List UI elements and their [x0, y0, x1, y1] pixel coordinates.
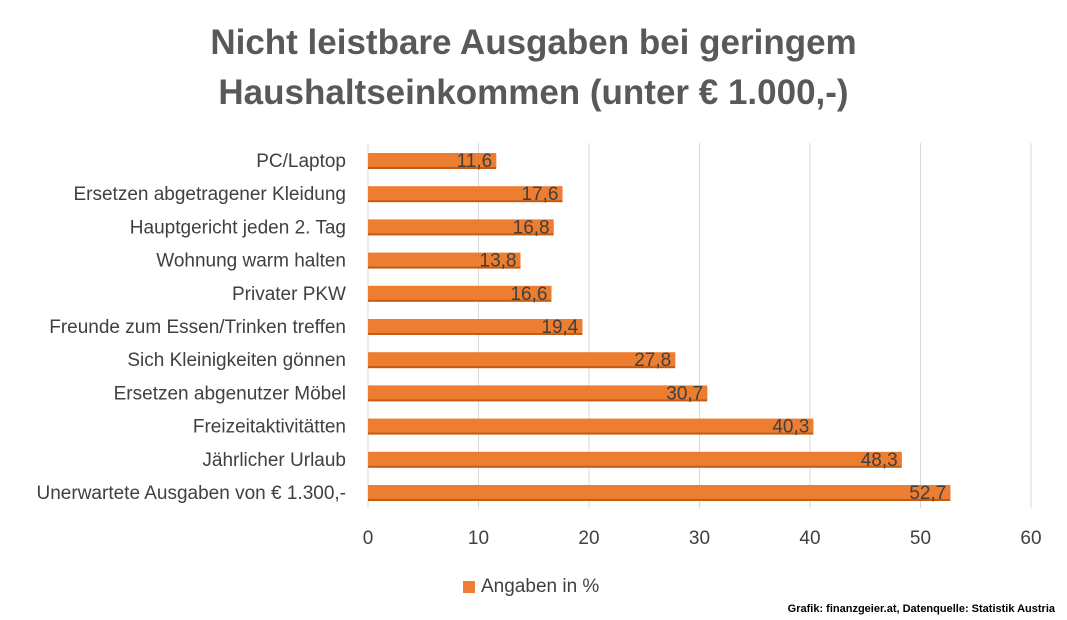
category-label: Jährlicher Urlaub — [202, 450, 346, 471]
grid-lines — [367, 143, 1032, 508]
data-label: 13,8 — [480, 251, 517, 272]
bar — [368, 451, 902, 466]
x-tick-labels: 0 10 20 30 40 50 60 — [363, 528, 1042, 549]
data-label: 16,8 — [513, 217, 550, 238]
data-label: 19,4 — [541, 317, 578, 338]
bars — [368, 153, 951, 501]
category-label: Unerwartete Ausgaben von € 1.300,- — [37, 483, 346, 504]
data-label: 52,7 — [909, 483, 946, 504]
bar — [368, 285, 552, 300]
category-label: Freizeitaktivitätten — [193, 417, 346, 438]
bar — [368, 219, 554, 234]
bar — [368, 418, 814, 433]
legend: Angaben in % — [463, 576, 599, 598]
category-label: Ersetzen abgenutzer Möbel — [114, 383, 346, 404]
data-label: 17,6 — [521, 184, 558, 205]
category-label: Freunde zum Essen/Trinken treffen — [49, 317, 346, 338]
legend-swatch — [463, 581, 475, 593]
bar — [368, 252, 521, 267]
chart-title-line-1: Nicht leistbare Ausgaben bei geringem — [210, 23, 857, 62]
x-tick-label: 30 — [689, 528, 710, 549]
bar — [368, 352, 676, 367]
chart-title: Nicht leistbare Ausgaben bei geringem Ha… — [0, 18, 1067, 118]
data-label: 11,6 — [457, 151, 493, 172]
bar — [368, 186, 563, 201]
data-label: 40,3 — [772, 417, 809, 438]
bar — [368, 385, 708, 400]
data-label: 48,3 — [861, 450, 898, 471]
x-tick-label: 40 — [799, 528, 820, 549]
data-label: 16,6 — [510, 284, 547, 305]
chart-title-line-2: Haushaltseinkommen (unter € 1.000,-) — [218, 73, 849, 112]
category-labels: PC/Laptop Ersetzen abgetragener Kleidung H… — [37, 151, 347, 504]
category-label: Sich Kleinigkeiten gönnen — [127, 350, 346, 371]
category-label: Wohnung warm halten — [156, 251, 346, 272]
data-label: 27,8 — [634, 350, 671, 371]
category-label: Ersetzen abgetragener Kleidung — [73, 184, 346, 205]
category-label: PC/Laptop — [256, 151, 346, 172]
data-labels: 11,6 17,6 16,8 13,8 16,6 19,4 27,8 30,7 40,3 48,3… — [457, 151, 947, 504]
x-tick-label: 0 — [363, 528, 374, 549]
x-tick-label: 60 — [1020, 528, 1041, 549]
category-label: Hauptgericht jeden 2. Tag — [130, 217, 346, 238]
data-label: 30,7 — [666, 383, 703, 404]
bar — [368, 153, 497, 167]
x-tick-label: 10 — [468, 528, 489, 549]
bar — [368, 485, 951, 499]
x-tick-label: 20 — [578, 528, 599, 549]
category-label: Privater PKW — [232, 284, 346, 305]
bar — [368, 319, 583, 333]
source-note: Grafik: finanzgeier.at, Datenquelle: Sta… — [787, 603, 1055, 615]
x-tick-label: 50 — [910, 528, 931, 549]
legend-label: Angaben in % — [481, 576, 600, 597]
